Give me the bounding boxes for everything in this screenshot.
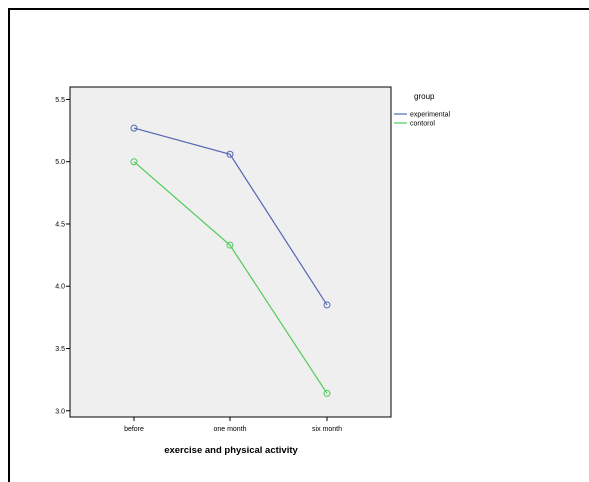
- y-tick-label: 5.5: [55, 97, 65, 104]
- plot-area: [69, 86, 392, 418]
- x-tick-label: six month: [312, 426, 342, 433]
- legend-label: contorol: [410, 121, 435, 128]
- legend: group experimental contorol: [394, 92, 451, 128]
- series-layer: [130, 124, 331, 397]
- legend-label: experimental: [410, 112, 451, 119]
- data-point: [130, 124, 138, 132]
- y-tick-label: 3.0: [55, 408, 65, 415]
- output-frame-left-border: [8, 8, 10, 482]
- data-point: [130, 158, 138, 166]
- x-axis: before one month six month: [124, 417, 342, 433]
- x-tick-label: one month: [213, 426, 246, 433]
- data-point: [323, 301, 331, 309]
- y-tick-label: 4.5: [55, 221, 65, 228]
- y-tick-label: 5.0: [55, 159, 65, 166]
- series-line: [133, 127, 328, 306]
- data-point: [323, 389, 331, 397]
- data-point: [226, 150, 234, 158]
- x-axis-title: exercise and physical activity: [164, 445, 298, 456]
- series-line: [133, 161, 328, 394]
- y-tick-label: 3.5: [55, 346, 65, 353]
- output-frame-top-border: [8, 8, 589, 10]
- y-tick-label: 4.0: [55, 284, 65, 291]
- data-point: [226, 241, 234, 249]
- y-axis: 3.0 3.5 4.0 4.5 5.0 5.5: [55, 97, 70, 415]
- x-tick-label: before: [124, 426, 144, 433]
- legend-title: group: [414, 92, 435, 101]
